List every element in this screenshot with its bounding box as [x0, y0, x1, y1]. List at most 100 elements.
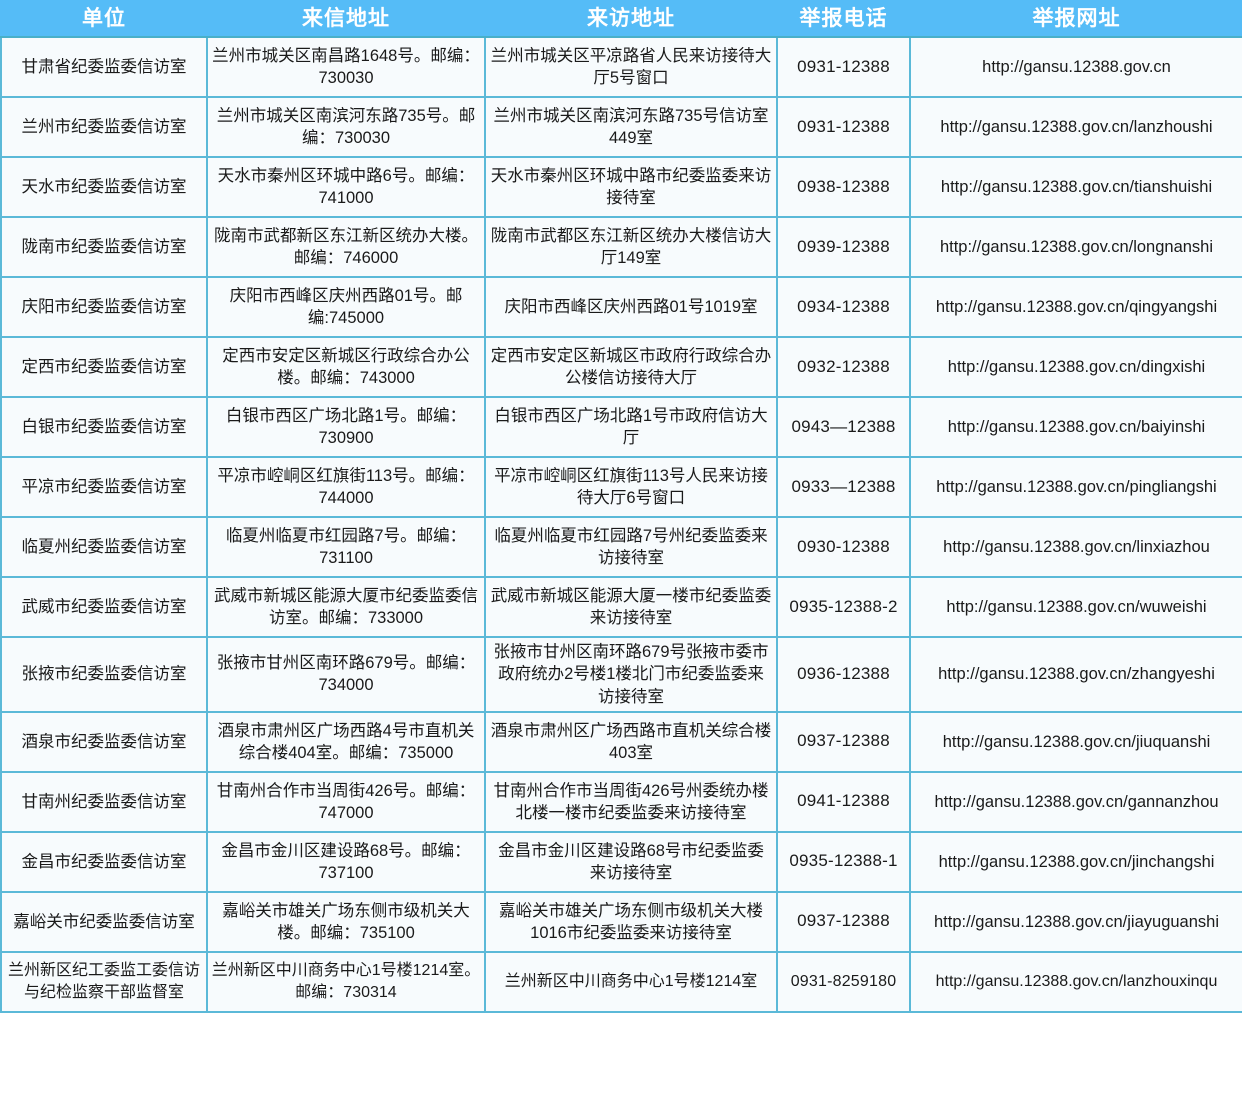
cell-letter: 嘉峪关市雄关广场东侧市级机关大楼。邮编：735100 — [206, 890, 486, 953]
cell-visit: 嘉峪关市雄关广场东侧市级机关大楼1016市纪委监委来访接待室 — [484, 890, 778, 953]
cell-letter: 酒泉市肃州区广场西路4号市直机关综合楼404室。邮编：735000 — [206, 710, 486, 773]
table-row: 嘉峪关市纪委监委信访室 嘉峪关市雄关广场东侧市级机关大楼。邮编：735100 嘉峪关… — [0, 890, 1242, 953]
cell-visit: 天水市秦州区环城中路市纪委监委来访接待室 — [484, 156, 778, 218]
cell-unit: 酒泉市纪委监委信访室 — [0, 710, 208, 773]
cell-phone: 0931-8259180 — [776, 950, 911, 1013]
cell-web[interactable]: http://gansu.12388.gov.cn/pingliangshi — [909, 456, 1242, 518]
table-row: 甘南州纪委监委信访室 甘南州合作市当周街426号。邮编：747000 甘南州合作市当… — [0, 770, 1242, 833]
cell-unit: 甘南州纪委监委信访室 — [0, 770, 208, 833]
cell-visit: 陇南市武都区东江新区统办大楼信访大厅149室 — [484, 216, 778, 278]
cell-letter: 金昌市金川区建设路68号。邮编：737100 — [206, 830, 486, 893]
table-row: 陇南市纪委监委信访室 陇南市武都新区东江新区统办大楼。邮编：746000 陇南市武都… — [0, 216, 1242, 278]
table-row: 白银市纪委监委信访室 白银市西区广场北路1号。邮编：730900 白银市西区广场北路… — [0, 396, 1242, 458]
cell-unit: 兰州市纪委监委信访室 — [0, 96, 208, 158]
cell-phone: 0935-12388-2 — [776, 576, 911, 638]
cell-phone: 0933—12388 — [776, 456, 911, 518]
column-header-visit-address: 来访地址 — [484, 0, 778, 38]
table-row: 兰州市纪委监委信访室 兰州市城关区南滨河东路735号。邮编：730030 兰州市城关… — [0, 96, 1242, 158]
cell-letter: 平凉市崆峒区红旗街113号。邮编：744000 — [206, 456, 486, 518]
cell-visit: 酒泉市肃州区广场西路市直机关综合楼403室 — [484, 710, 778, 773]
cell-unit: 白银市纪委监委信访室 — [0, 396, 208, 458]
cell-unit: 临夏州纪委监委信访室 — [0, 516, 208, 578]
cell-unit: 兰州新区纪工委监工委信访与纪检监察干部监督室 — [0, 950, 208, 1013]
table-header-row: 单位 来信地址 来访地址 举报电话 举报网址 — [0, 0, 1242, 38]
cell-web[interactable]: http://gansu.12388.gov.cn/jiayuguanshi — [909, 890, 1242, 953]
cell-letter: 兰州市城关区南昌路1648号。邮编：730030 — [206, 36, 486, 98]
cell-web[interactable]: http://gansu.12388.gov.cn/wuweishi — [909, 576, 1242, 638]
table-row: 武威市纪委监委信访室 武威市新城区能源大厦市纪委监委信访室。邮编：733000 武威… — [0, 576, 1242, 638]
cell-unit: 庆阳市纪委监委信访室 — [0, 276, 208, 338]
cell-web[interactable]: http://gansu.12388.gov.cn/jinchangshi — [909, 830, 1242, 893]
table-row: 平凉市纪委监委信访室 平凉市崆峒区红旗街113号。邮编：744000 平凉市崆峒区红… — [0, 456, 1242, 518]
table-row: 天水市纪委监委信访室 天水市秦州区环城中路6号。邮编：741000 天水市秦州区环城… — [0, 156, 1242, 218]
cell-phone: 0938-12388 — [776, 156, 911, 218]
reporting-contacts-table: 单位 来信地址 来访地址 举报电话 举报网址 甘肃省纪委监委信访室 兰州市城关区南… — [0, 0, 1242, 1013]
cell-visit: 定西市安定区新城区市政府行政综合办公楼信访接待大厅 — [484, 336, 778, 398]
cell-visit: 平凉市崆峒区红旗街113号人民来访接待大厅6号窗口 — [484, 456, 778, 518]
cell-web[interactable]: http://gansu.12388.gov.cn/longnanshi — [909, 216, 1242, 278]
cell-visit: 临夏州临夏市红园路7号州纪委监委来访接待室 — [484, 516, 778, 578]
cell-letter: 甘南州合作市当周街426号。邮编：747000 — [206, 770, 486, 833]
table-header: 单位 来信地址 来访地址 举报电话 举报网址 — [0, 0, 1242, 38]
cell-visit: 武威市新城区能源大厦一楼市纪委监委来访接待室 — [484, 576, 778, 638]
cell-visit: 白银市西区广场北路1号市政府信访大厅 — [484, 396, 778, 458]
cell-web[interactable]: http://gansu.12388.gov.cn/dingxishi — [909, 336, 1242, 398]
column-header-unit: 单位 — [0, 0, 208, 38]
cell-phone: 0934-12388 — [776, 276, 911, 338]
cell-web[interactable]: http://gansu.12388.gov.cn/qingyangshi — [909, 276, 1242, 338]
cell-visit: 庆阳市西峰区庆州西路01号1019室 — [484, 276, 778, 338]
cell-phone: 0936-12388 — [776, 636, 911, 713]
cell-unit: 金昌市纪委监委信访室 — [0, 830, 208, 893]
cell-unit: 武威市纪委监委信访室 — [0, 576, 208, 638]
cell-web[interactable]: http://gansu.12388.gov.cn/tianshuishi — [909, 156, 1242, 218]
cell-unit: 陇南市纪委监委信访室 — [0, 216, 208, 278]
cell-letter: 白银市西区广场北路1号。邮编：730900 — [206, 396, 486, 458]
cell-letter: 定西市安定区新城区行政综合办公楼。邮编：743000 — [206, 336, 486, 398]
cell-web[interactable]: http://gansu.12388.gov.cn/gannanzhou — [909, 770, 1242, 833]
table-body: 甘肃省纪委监委信访室 兰州市城关区南昌路1648号。邮编：730030 兰州市城关区… — [0, 36, 1242, 1013]
cell-visit: 张掖市甘州区南环路679号张掖市委市政府统办2号楼1楼北门市纪委监委来访接待室 — [484, 636, 778, 713]
cell-phone: 0931-12388 — [776, 96, 911, 158]
cell-phone: 0939-12388 — [776, 216, 911, 278]
table-row: 临夏州纪委监委信访室 临夏州临夏市红园路7号。邮编：731100 临夏州临夏市红园路… — [0, 516, 1242, 578]
cell-letter: 兰州市城关区南滨河东路735号。邮编：730030 — [206, 96, 486, 158]
cell-web[interactable]: http://gansu.12388.gov.cn — [909, 36, 1242, 98]
cell-unit: 嘉峪关市纪委监委信访室 — [0, 890, 208, 953]
table-row: 甘肃省纪委监委信访室 兰州市城关区南昌路1648号。邮编：730030 兰州市城关区… — [0, 36, 1242, 98]
cell-visit: 甘南州合作市当周街426号州委统办楼北楼一楼市纪委监委来访接待室 — [484, 770, 778, 833]
column-header-website: 举报网址 — [909, 0, 1242, 38]
cell-web[interactable]: http://gansu.12388.gov.cn/lanzhouxinqu — [909, 950, 1242, 1013]
cell-web[interactable]: http://gansu.12388.gov.cn/zhangyeshi — [909, 636, 1242, 713]
cell-phone: 0943—12388 — [776, 396, 911, 458]
table-row: 庆阳市纪委监委信访室 庆阳市西峰区庆州西路01号。邮编:745000 庆阳市西峰区庆… — [0, 276, 1242, 338]
cell-web[interactable]: http://gansu.12388.gov.cn/baiyinshi — [909, 396, 1242, 458]
cell-web[interactable]: http://gansu.12388.gov.cn/linxiazhou — [909, 516, 1242, 578]
table-row: 酒泉市纪委监委信访室 酒泉市肃州区广场西路4号市直机关综合楼404室。邮编：735… — [0, 710, 1242, 773]
cell-web[interactable]: http://gansu.12388.gov.cn/lanzhoushi — [909, 96, 1242, 158]
cell-letter: 天水市秦州区环城中路6号。邮编：741000 — [206, 156, 486, 218]
cell-visit: 兰州新区中川商务中心1号楼1214室 — [484, 950, 778, 1013]
cell-letter: 兰州新区中川商务中心1号楼1214室。邮编：730314 — [206, 950, 486, 1013]
table-row: 定西市纪委监委信访室 定西市安定区新城区行政综合办公楼。邮编：743000 定西市安… — [0, 336, 1242, 398]
cell-unit: 定西市纪委监委信访室 — [0, 336, 208, 398]
cell-phone: 0935-12388-1 — [776, 830, 911, 893]
cell-visit: 兰州市城关区南滨河东路735号信访室449室 — [484, 96, 778, 158]
cell-letter: 武威市新城区能源大厦市纪委监委信访室。邮编：733000 — [206, 576, 486, 638]
cell-phone: 0931-12388 — [776, 36, 911, 98]
table-row: 张掖市纪委监委信访室 张掖市甘州区南环路679号。邮编：734000 张掖市甘州区南… — [0, 636, 1242, 713]
cell-visit: 金昌市金川区建设路68号市纪委监委来访接待室 — [484, 830, 778, 893]
cell-letter: 陇南市武都新区东江新区统办大楼。邮编：746000 — [206, 216, 486, 278]
cell-unit: 张掖市纪委监委信访室 — [0, 636, 208, 713]
cell-phone: 0937-12388 — [776, 890, 911, 953]
cell-phone: 0937-12388 — [776, 710, 911, 773]
cell-unit: 甘肃省纪委监委信访室 — [0, 36, 208, 98]
cell-web[interactable]: http://gansu.12388.gov.cn/jiuquanshi — [909, 710, 1242, 773]
cell-unit: 平凉市纪委监委信访室 — [0, 456, 208, 518]
cell-phone: 0941-12388 — [776, 770, 911, 833]
cell-unit: 天水市纪委监委信访室 — [0, 156, 208, 218]
cell-phone: 0930-12388 — [776, 516, 911, 578]
table-row: 兰州新区纪工委监工委信访与纪检监察干部监督室 兰州新区中川商务中心1号楼1214室… — [0, 950, 1242, 1013]
cell-visit: 兰州市城关区平凉路省人民来访接待大厅5号窗口 — [484, 36, 778, 98]
cell-phone: 0932-12388 — [776, 336, 911, 398]
